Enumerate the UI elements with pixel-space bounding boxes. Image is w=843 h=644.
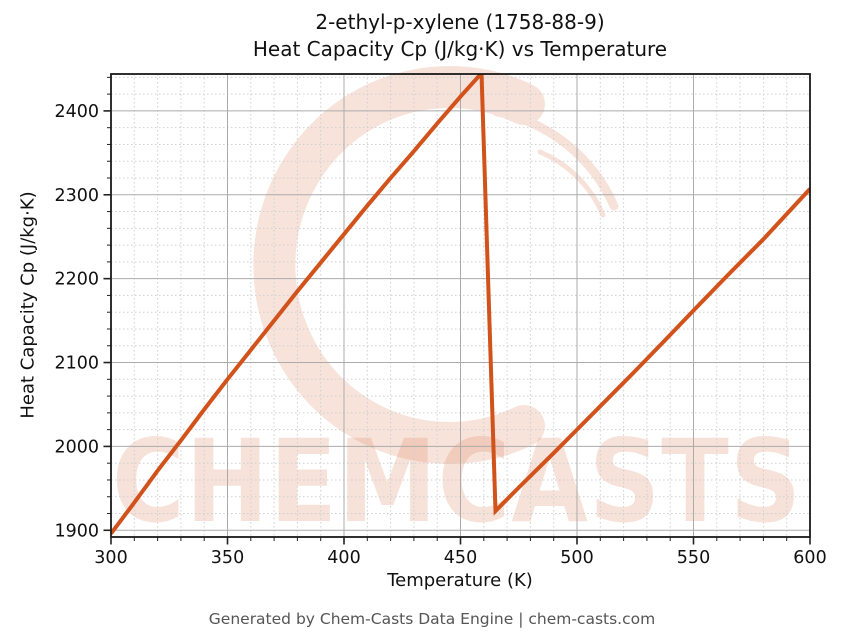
data-series bbox=[111, 74, 810, 535]
chart-title-line-1: 2-ethyl-p-xylene (1758-88-9) bbox=[315, 10, 605, 34]
x-tick-label: 450 bbox=[444, 548, 477, 568]
x-tick-label: 500 bbox=[560, 548, 593, 568]
y-tick-label: 1900 bbox=[54, 521, 99, 541]
chemcasts-text-watermark: CHEMCASTS bbox=[112, 415, 802, 548]
watermark-group: CHEMCASTS bbox=[112, 66, 802, 548]
x-tick-label: 600 bbox=[793, 548, 826, 568]
x-tick-label: 550 bbox=[677, 548, 710, 568]
x-tick-label: 300 bbox=[94, 548, 127, 568]
y-tick-label: 2100 bbox=[54, 354, 99, 374]
c-swirl-logo-icon bbox=[253, 66, 619, 464]
y-tick-label: 2300 bbox=[54, 186, 99, 206]
footer-credit: Generated by Chem-Casts Data Engine | ch… bbox=[208, 610, 656, 628]
y-axis-label: Heat Capacity Cp (J/kg·K) bbox=[17, 191, 39, 419]
x-tick-label: 350 bbox=[211, 548, 244, 568]
cp-line-series bbox=[111, 74, 810, 535]
x-tick-label: 400 bbox=[327, 548, 360, 568]
y-tick-label: 2200 bbox=[54, 270, 99, 290]
chart-title-line-2: Heat Capacity Cp (J/kg·K) vs Temperature bbox=[252, 37, 668, 61]
x-axis-label: Temperature (K) bbox=[387, 570, 533, 591]
y-tick-label: 2400 bbox=[54, 102, 99, 122]
axis-ticks: 300 350 400 450 500 550 600 1900 2000 2100 2200 230… bbox=[54, 76, 827, 568]
y-tick-label: 2000 bbox=[54, 437, 99, 457]
